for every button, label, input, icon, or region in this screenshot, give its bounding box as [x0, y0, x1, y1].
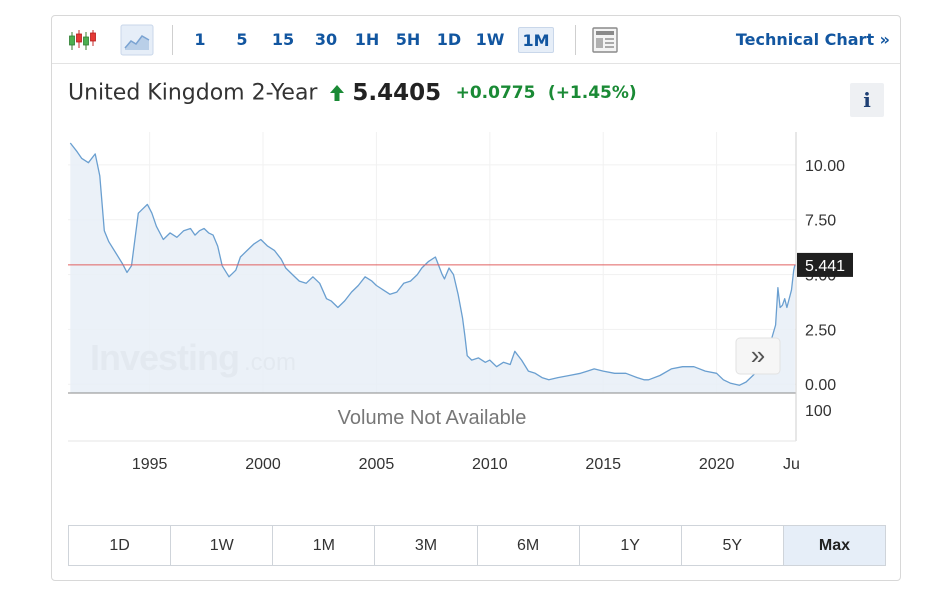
interval-5-button[interactable]: 5 — [236, 30, 248, 49]
interval-5h-button[interactable]: 5H — [395, 30, 421, 49]
price-change-percent: (+1.45%) — [547, 83, 637, 103]
page-title: United Kingdom 2-Year — [68, 80, 318, 106]
toolbar-divider — [172, 25, 173, 55]
area-chart-icon[interactable] — [120, 24, 154, 56]
chart-toolbar: 1 5 15 30 1H 5H 1D 1W 1M Technical Chart » — [52, 16, 900, 64]
range-1d-button[interactable]: 1D — [69, 526, 172, 565]
series-area — [70, 143, 795, 393]
interval-1h-button[interactable]: 1H — [354, 30, 380, 49]
x-tick-label: 2010 — [472, 456, 508, 473]
last-price: 5.4405 — [352, 80, 442, 106]
y-tick-label: 7.50 — [805, 213, 836, 230]
scroll-forward-button[interactable] — [735, 337, 781, 375]
range-max-button[interactable]: Max — [783, 526, 885, 565]
current-price-tag — [797, 252, 853, 277]
price-change: +0.0775 — [455, 83, 536, 103]
volume-not-available-text: Volume Not Available — [338, 407, 527, 429]
y-tick-label: 2.50 — [805, 322, 836, 339]
range-3m-button[interactable]: 3M — [375, 526, 478, 565]
interval-1w-button[interactable]: 1W — [475, 30, 505, 49]
range-6m-button[interactable]: 6M — [478, 526, 580, 565]
current-price-label: 5.441 — [805, 258, 845, 275]
toolbar-divider — [575, 25, 576, 55]
range-1y-button[interactable]: 1Y — [580, 526, 682, 565]
arrow-up-icon — [329, 85, 344, 101]
interval-1m-button[interactable]: 1M — [518, 27, 554, 53]
chevron-double-right-icon: » — [751, 340, 765, 370]
range-1m-button[interactable]: 1M — [273, 526, 376, 565]
interval-30-button[interactable]: 30 — [314, 30, 338, 49]
x-tick-label: Ju — [783, 456, 800, 473]
page-layout-icon[interactable] — [588, 24, 622, 56]
y-tick-label: 10.00 — [805, 158, 845, 175]
x-tick-label: 2000 — [245, 456, 281, 473]
info-button[interactable]: i — [850, 83, 884, 117]
x-tick-label: 2005 — [359, 456, 395, 473]
time-range-selector: 1D 1W 1M 3M 6M 1Y 5Y Max — [68, 525, 886, 566]
candlestick-icon[interactable] — [66, 24, 100, 56]
interval-1-button[interactable]: 1 — [194, 30, 206, 49]
x-tick-label: 2015 — [585, 456, 621, 473]
volume-axis-label: 100 — [805, 403, 832, 420]
x-tick-label: 1995 — [132, 456, 168, 473]
series-line — [69, 142, 796, 386]
technical-chart-link[interactable]: Technical Chart » — [735, 30, 890, 49]
x-tick-label: 2020 — [699, 456, 735, 473]
instrument-header: United Kingdom 2-Year 5.4405 +0.0775 (+1… — [68, 80, 637, 114]
interval-15-button[interactable]: 15 — [271, 30, 295, 49]
y-tick-label: 0.00 — [805, 377, 836, 394]
interval-1d-button[interactable]: 1D — [436, 30, 462, 49]
range-5y-button[interactable]: 5Y — [682, 526, 784, 565]
range-1w-button[interactable]: 1W — [171, 526, 274, 565]
